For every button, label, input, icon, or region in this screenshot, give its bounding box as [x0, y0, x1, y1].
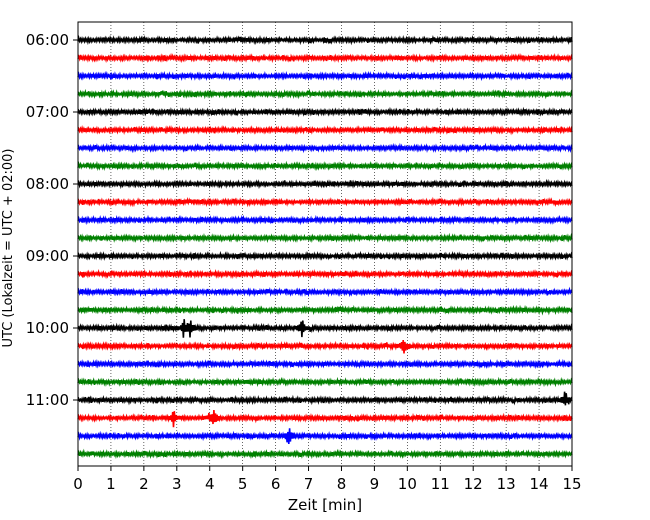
trace-07:15	[77, 124, 573, 136]
x-tick-label: 7	[304, 475, 314, 493]
trace-09:15	[77, 268, 573, 280]
trace-06:30	[77, 70, 573, 82]
trace-11:45	[77, 448, 573, 460]
seismic-traces	[77, 34, 573, 460]
x-tick-label: 2	[139, 475, 149, 493]
y-tick-label: 08:00	[26, 175, 69, 193]
trace-11:00	[77, 391, 573, 406]
trace-09:45	[77, 304, 573, 316]
x-tick-label: 5	[238, 475, 248, 493]
trace-08:30	[77, 214, 573, 226]
y-tick-label: 07:00	[26, 103, 69, 121]
grid-lines	[110, 22, 540, 466]
x-tick-label: 3	[172, 475, 182, 493]
x-tick-label: 9	[370, 475, 380, 493]
y-tick-label: 09:00	[26, 247, 69, 265]
x-tick-label: 4	[205, 475, 215, 493]
trace-07:00	[77, 106, 573, 118]
trace-09:00	[77, 250, 573, 262]
trace-06:00	[77, 34, 573, 46]
x-tick-label: 11	[431, 475, 450, 493]
trace-06:15	[77, 52, 573, 64]
y-tick-label: 06:00	[26, 31, 69, 49]
x-axis-ticks: 0 1 2 3 4 5 6 7 8 9 10 11 12 13 14 15	[73, 466, 582, 493]
trace-10:15	[77, 339, 573, 354]
x-tick-label: 1	[106, 475, 116, 493]
x-tick-label: 13	[497, 475, 516, 493]
x-tick-label: 12	[464, 475, 483, 493]
x-tick-label: 10	[398, 475, 417, 493]
trace-07:45	[77, 160, 573, 172]
trace-06:45	[77, 88, 573, 100]
trace-11:15	[77, 410, 573, 428]
x-tick-label: 6	[271, 475, 281, 493]
y-axis-ticks: 06:00 07:00 08:00 09:00 10:00 11:00	[26, 31, 78, 409]
trace-08:15	[77, 196, 573, 208]
trace-10:30	[77, 358, 573, 370]
x-tick-label: 8	[337, 475, 347, 493]
trace-10:00	[77, 319, 573, 338]
y-axis-label: UTC (Lokalzeit = UTC + 02:00)	[1, 149, 16, 348]
trace-09:30	[77, 286, 573, 298]
trace-08:45	[77, 232, 573, 244]
x-tick-label: 15	[562, 475, 581, 493]
plot-frame	[77, 21, 573, 467]
y-tick-label: 11:00	[26, 391, 69, 409]
trace-10:45	[77, 376, 573, 388]
trace-07:30	[77, 142, 573, 154]
trace-08:00	[77, 178, 573, 190]
x-axis-label: Zeit [min]	[288, 496, 362, 514]
x-tick-label: 0	[73, 475, 83, 493]
x-tick-label: 14	[530, 475, 549, 493]
trace-11:30	[77, 428, 573, 445]
y-tick-label: 10:00	[26, 319, 69, 337]
